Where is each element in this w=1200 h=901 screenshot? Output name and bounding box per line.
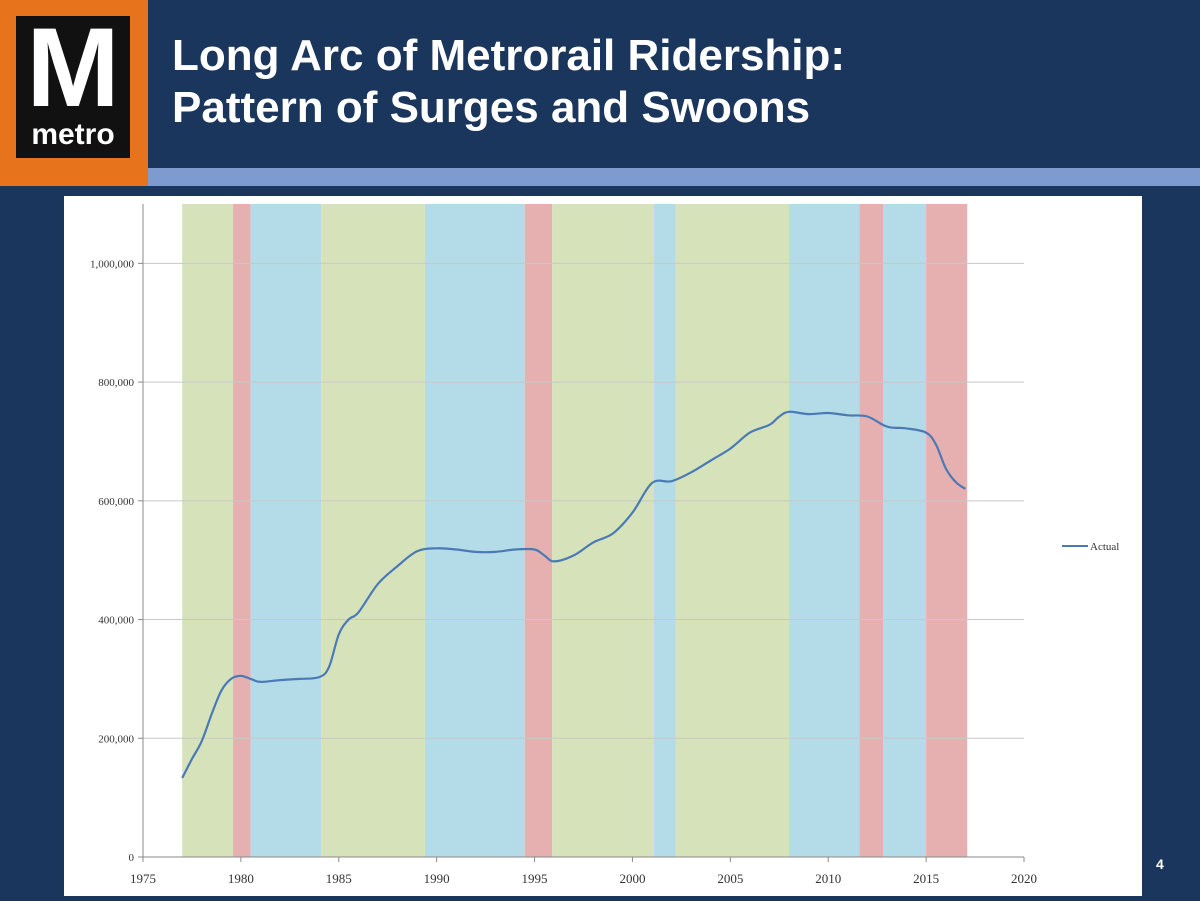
phase-band-plateau xyxy=(424,204,525,857)
slide-title: Long Arc of Metrorail Ridership: Pattern… xyxy=(172,30,1172,134)
slide-title-line2: Pattern of Surges and Swoons xyxy=(172,83,811,132)
legend: Actual xyxy=(1062,541,1119,553)
series-lines xyxy=(181,410,966,779)
y-tick-label: 400,000 xyxy=(98,615,134,627)
metro-logo-word: metro xyxy=(31,118,115,151)
x-tick-label: 2005 xyxy=(717,871,743,886)
y-tick-label: 1,000,000 xyxy=(90,258,135,270)
series-line-actual xyxy=(181,410,966,779)
x-tick-label: 1990 xyxy=(424,871,450,886)
metro-logo-badge: M metro xyxy=(16,12,130,158)
x-tick-label: 2010 xyxy=(815,871,841,886)
y-tick-label: 0 xyxy=(129,852,135,864)
y-tick-label: 200,000 xyxy=(98,733,134,745)
x-tick-label: 1995 xyxy=(522,871,548,886)
phase-band-plateau xyxy=(250,204,322,857)
phase-band-surge xyxy=(182,204,234,857)
phase-band-plateau xyxy=(883,204,927,857)
x-tick-label: 1980 xyxy=(228,871,254,886)
x-tick-label: 1985 xyxy=(326,871,352,886)
page-number: 4 xyxy=(1156,856,1164,872)
y-tick-label: 800,000 xyxy=(98,377,134,389)
gridlines xyxy=(143,262,1024,739)
legend-label: Actual xyxy=(1090,541,1119,553)
y-tick-labels: 0 200,000 400,000 600,000 800,000 1,000,000 xyxy=(90,258,135,864)
slide-title-line1: Long Arc of Metrorail Ridership: xyxy=(172,31,846,80)
x-tick-label: 2020 xyxy=(1011,871,1037,886)
phase-band-swoon xyxy=(926,204,968,857)
phase-band-plateau xyxy=(789,204,860,857)
x-tick-labels: 1975 1980 1985 1990 1995 2000 2005 2010 2015 2020 xyxy=(130,871,1037,886)
phase-band-swoon xyxy=(233,204,251,857)
chart-panel: 0 200,000 400,000 600,000 800,000 1,000,000 1… xyxy=(64,196,1142,896)
phase-bands xyxy=(182,204,968,857)
x-tick-label: 2015 xyxy=(913,871,939,886)
x-tick-label: 1975 xyxy=(130,871,156,886)
phase-band-surge xyxy=(675,204,790,857)
metro-logo: M metro xyxy=(0,0,148,186)
phase-band-swoon xyxy=(859,204,884,857)
ridership-chart: 0 200,000 400,000 600,000 800,000 1,000,000 1… xyxy=(90,204,1119,886)
phase-band-surge xyxy=(552,204,654,857)
slide-header: M metro Long Arc of Metrorail Ridership:… xyxy=(0,0,1200,186)
metro-logo-letter: M xyxy=(26,5,120,130)
phase-band-surge xyxy=(321,204,425,857)
phase-band-swoon xyxy=(524,204,553,857)
y-tick-label: 600,000 xyxy=(98,496,134,508)
x-tick-label: 2000 xyxy=(619,871,645,886)
axes xyxy=(138,204,1025,862)
phase-band-plateau xyxy=(653,204,676,857)
header-stripe xyxy=(148,168,1200,186)
